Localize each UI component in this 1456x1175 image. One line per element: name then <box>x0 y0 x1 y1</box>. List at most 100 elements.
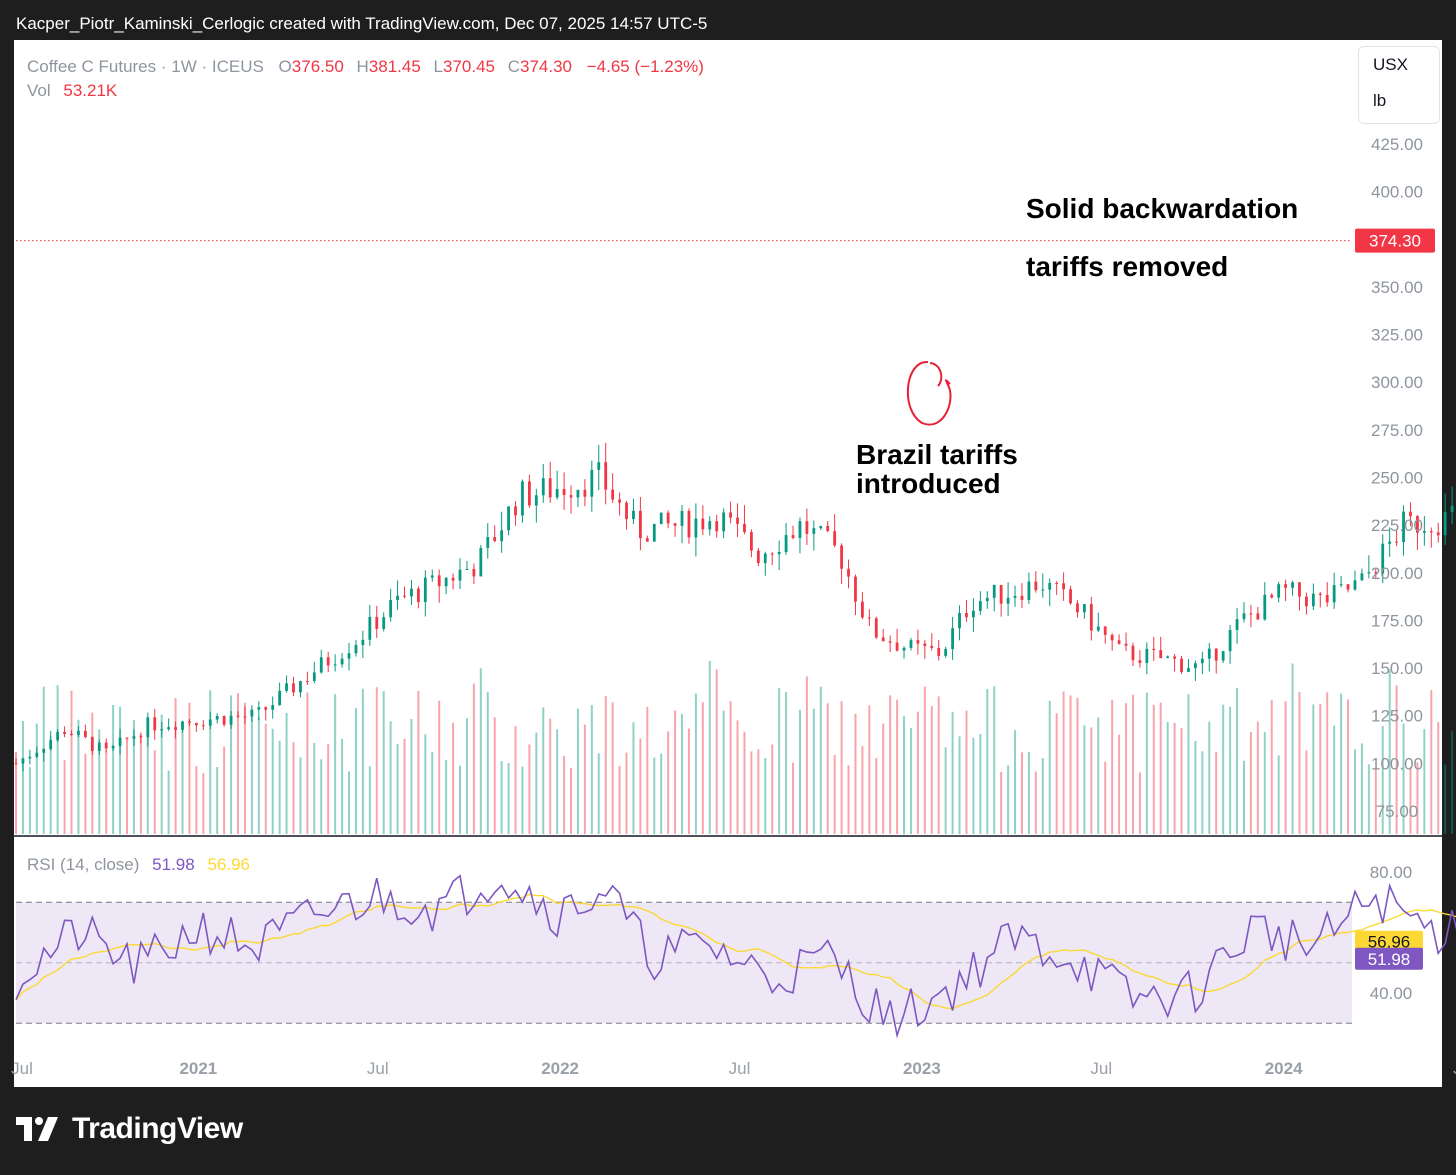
candle-body <box>319 657 323 673</box>
volume-bar <box>750 751 753 834</box>
candle-body <box>1388 541 1392 544</box>
volume-value: 53.21K <box>63 81 118 100</box>
candle-body <box>1422 531 1426 533</box>
volume-bar <box>1138 772 1141 834</box>
volume-bar <box>1353 749 1356 834</box>
candle-body <box>194 722 198 726</box>
unit-label: lb <box>1373 91 1387 110</box>
candle-body <box>597 462 601 470</box>
volume-bar <box>1166 722 1169 834</box>
candle-body <box>1235 619 1239 630</box>
volume-bar <box>271 728 274 834</box>
volume-bar <box>1367 764 1370 834</box>
candle-body <box>472 568 476 577</box>
candle-body <box>139 736 143 738</box>
volume-bar <box>98 729 101 834</box>
volume-bar <box>112 705 115 834</box>
candle-body <box>680 510 684 526</box>
candle-body <box>368 616 372 640</box>
candle-body <box>188 721 191 723</box>
tradingview-wordmark: TradingView <box>72 1112 243 1145</box>
candle-body <box>1346 584 1350 590</box>
volume-bar <box>1451 730 1454 834</box>
candle-body <box>729 512 732 518</box>
candle-body <box>1096 626 1100 631</box>
volume-bar <box>1256 721 1259 834</box>
price-tick-label: 300.00 <box>1371 373 1423 392</box>
volume-bar <box>875 757 878 834</box>
time-tick-label: Jul <box>1090 1059 1112 1078</box>
time-tick-label: Jul <box>11 1059 33 1078</box>
candle-body <box>1291 582 1294 588</box>
candle-body <box>222 716 226 725</box>
candle-body <box>715 521 719 532</box>
candle-body <box>1332 585 1336 603</box>
candle-body <box>701 518 705 530</box>
volume-bar <box>389 721 392 834</box>
candle-body <box>35 752 39 757</box>
volume-bar <box>257 716 260 834</box>
candle-body <box>42 748 46 753</box>
volume-bar <box>1249 732 1252 834</box>
candle-body <box>479 548 483 577</box>
candle-body <box>1242 613 1246 620</box>
candle-body <box>562 488 566 496</box>
candle-body <box>652 523 656 542</box>
candle-body <box>97 742 101 751</box>
volume-bar <box>278 740 281 834</box>
candle-body <box>972 610 975 618</box>
volume-bar <box>1125 703 1128 834</box>
candle-body <box>1360 573 1364 581</box>
volume-bar <box>341 738 344 834</box>
volume-bars <box>15 660 1454 834</box>
candle-body <box>1103 626 1107 635</box>
volume-bar <box>91 712 94 834</box>
rsi-label: RSI (14, close) <box>27 855 139 874</box>
candle-body <box>548 478 552 498</box>
candle-body <box>576 489 580 498</box>
volume-bar <box>139 734 142 834</box>
candle-body <box>784 535 788 552</box>
candle-body <box>1041 589 1045 591</box>
price-tick-label: 125.00 <box>1371 707 1423 726</box>
rsi-ma-badge <box>1355 930 1423 953</box>
candle-body <box>1124 643 1128 646</box>
candle-body <box>493 537 497 542</box>
legend-change: −4.65 (−1.23%) <box>587 57 704 76</box>
candle-body <box>1395 541 1399 543</box>
volume-bar <box>396 743 399 834</box>
candle-body <box>118 737 122 747</box>
candle-body <box>1152 648 1156 651</box>
volume-bar <box>452 722 455 834</box>
volume-bar <box>590 705 593 834</box>
annotation-backwardation: Solid backwardation <box>1026 193 1298 224</box>
volume-bar <box>70 690 73 834</box>
rsi-line <box>15 874 1456 1039</box>
candle-body <box>63 731 66 734</box>
candle-body <box>632 510 635 520</box>
price-tick-label: 100.00 <box>1371 754 1423 773</box>
unit-selector[interactable]: USX lb <box>1358 46 1440 124</box>
volume-bar <box>632 722 635 834</box>
candle-body <box>111 746 115 749</box>
volume-bar <box>563 755 566 834</box>
volume-bar <box>327 744 330 834</box>
volume-bar <box>223 746 226 834</box>
candle-body <box>423 577 427 603</box>
volume-bar <box>1131 694 1134 834</box>
candle-body <box>1339 584 1343 586</box>
candle-body <box>132 736 136 739</box>
volume-bar <box>119 706 122 834</box>
volume-bar <box>722 710 725 834</box>
candle-body <box>326 657 330 666</box>
volume-bar <box>1000 771 1003 834</box>
volume-bar <box>1388 669 1391 834</box>
volume-bar <box>126 741 129 834</box>
candle-body <box>840 545 843 569</box>
chart-credit-bar: Kacper_Piotr_Kaminski_Cerlogic created w… <box>0 0 1456 40</box>
candle-body <box>1083 604 1086 613</box>
candle-body <box>736 517 739 524</box>
volume-bar <box>771 744 774 834</box>
candle-body <box>902 647 906 651</box>
